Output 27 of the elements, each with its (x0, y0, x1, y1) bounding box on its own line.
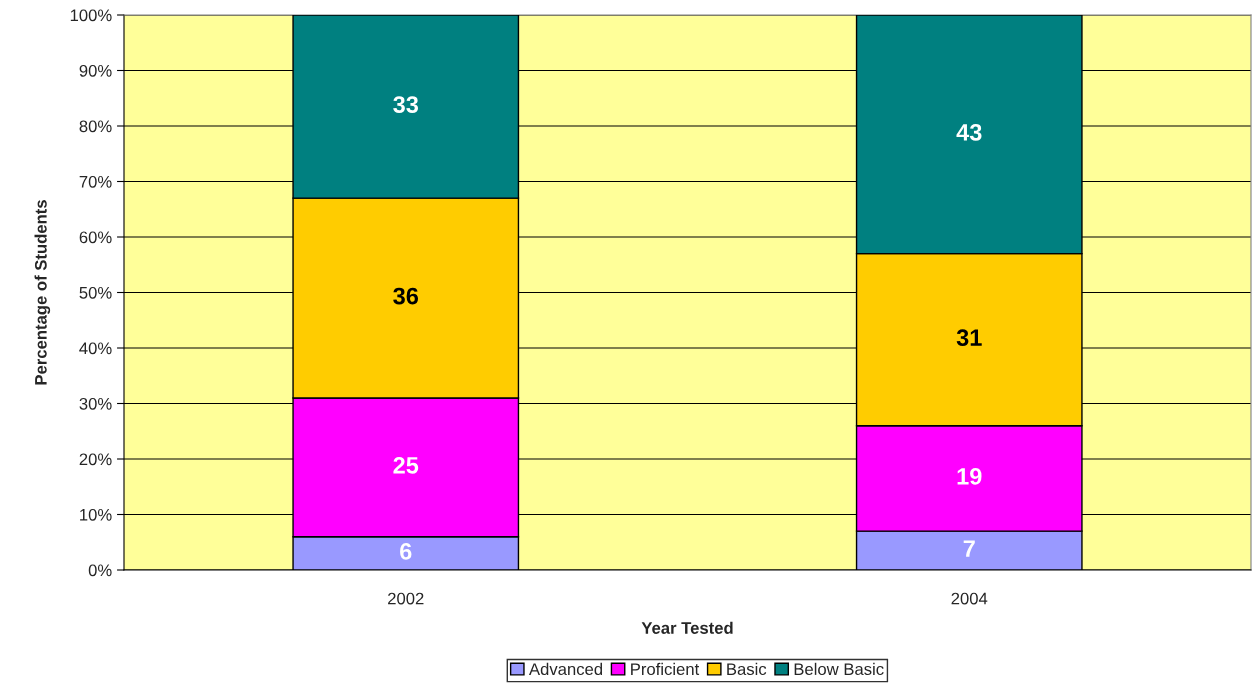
y-tick-label: 20% (79, 453, 112, 466)
x-axis-title: Year Tested (641, 621, 733, 634)
y-tick-label: 90% (79, 64, 112, 77)
data-label: 31 (956, 329, 982, 347)
data-label: 6 (400, 542, 412, 560)
data-label: 7 (963, 540, 975, 557)
y-tick-label: 10% (80, 508, 112, 521)
y-axis-title: Percentage of Students (34, 200, 51, 385)
x-tick-label: 2002 (388, 592, 424, 605)
y-tick-label: 50% (79, 286, 112, 299)
data-label: 33 (393, 96, 419, 113)
legend-label: Basic (727, 662, 767, 676)
y-tick-label: 30% (79, 397, 112, 410)
y-tick-label: 40% (79, 342, 112, 355)
y-tick-label: 100% (70, 9, 112, 22)
legend-label: Proficient (631, 662, 700, 676)
data-label: 36 (393, 287, 419, 305)
y-tick-label: 60% (79, 231, 112, 244)
data-label: 25 (393, 456, 419, 474)
x-tick-label: 2004 (951, 592, 988, 605)
y-tick-label: 0% (88, 564, 112, 577)
data-label: 19 (957, 468, 982, 485)
y-tick-label: 70% (79, 175, 112, 188)
data-label: 43 (956, 123, 982, 141)
y-tick-label: 80% (79, 120, 112, 133)
legend-label: Below Basic (794, 662, 884, 676)
legend-label: Advanced (529, 662, 603, 676)
